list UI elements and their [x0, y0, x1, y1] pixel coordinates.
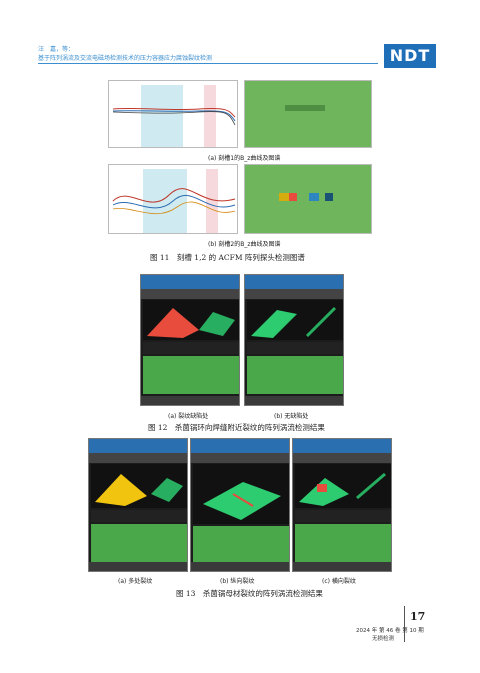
fig11-caption: 图 11 刻槽 1,2 的 ACFM 阵列探头检测图谱 [150, 253, 305, 262]
fig12b-button-bar [245, 396, 343, 405]
fig13b-crack-line [232, 493, 254, 507]
fig13b-3d-plot [193, 464, 289, 524]
fig13c-screen-titlebar [293, 439, 391, 453]
footer-journal: 无损检测 [372, 636, 395, 642]
fig13b-caption: (b) 纵向裂纹 [220, 578, 255, 585]
fig11b-heatmap-svg [245, 165, 371, 233]
fig13b-instrument-screen [190, 438, 290, 572]
fig13c-stats-panel [295, 510, 391, 522]
fig12b-stats-panel [247, 342, 343, 354]
fig12a-3d-plot [143, 300, 239, 340]
fig12b-surface-1 [251, 310, 297, 338]
fig13b-screen-titlebar [191, 439, 289, 453]
fig11a-heatmap-band [285, 105, 325, 111]
fig12a-screen-toolbar [141, 289, 239, 299]
fig13a-screen-toolbar [89, 453, 187, 463]
fig11b-curve-plot [108, 164, 238, 234]
fig11a-caption: (a) 刻槽1的B_z曲线及图谱 [208, 155, 281, 162]
fig11b-curve-svg [112, 169, 236, 233]
fig12b-cscan-strip [247, 356, 343, 394]
fig13c-surface-peak [317, 484, 327, 492]
fig13c-caption: (c) 横向裂纹 [322, 578, 356, 585]
fig11b-curve-2 [112, 194, 236, 209]
fig12b-screen-toolbar [245, 289, 343, 299]
journal-logo: NDT [384, 44, 436, 68]
fig12a-caption: (a) 裂纹缺陷处 [168, 413, 209, 420]
fig12a-cscan-strip [143, 356, 239, 394]
fig11b-curve-1 [112, 188, 236, 203]
fig13c-instrument-screen [292, 438, 392, 572]
fig13c-screen-toolbar [293, 453, 391, 463]
fig12a-surface-1 [147, 308, 199, 338]
fig11b-highlight-zone-2 [206, 169, 218, 233]
fig13c-3d-svg [299, 472, 386, 506]
fig11b-heatmap-spot-1 [279, 193, 289, 201]
fig11a-curve-2 [112, 110, 236, 122]
fig13a-stats-panel [91, 510, 187, 522]
fig12a-screen-titlebar [141, 275, 239, 289]
fig13b-button-bar [191, 562, 289, 571]
fig11a-heatmap [244, 80, 372, 148]
fig13b-screen-toolbar [191, 453, 289, 463]
fig11b-heatmap-bg [245, 165, 371, 233]
fig12b-3d-plot [247, 300, 343, 340]
fig11a-heatmap-svg [245, 81, 371, 147]
footer-issue: 2024 年 第 46 卷 第 10 期 [356, 628, 424, 634]
fig13a-surface-2 [151, 478, 183, 502]
running-header-authors: 汪 嘉，等： [38, 46, 75, 53]
fig13c-cscan-strip [295, 524, 391, 562]
fig11b-heatmap-spot-3 [309, 193, 319, 201]
fig12a-instrument-screen [140, 274, 240, 406]
fig11a-highlight-zone-1 [141, 85, 183, 147]
fig13b-3d-svg [203, 482, 281, 520]
fig12a-button-bar [141, 396, 239, 405]
fig12b-line-plot [305, 306, 337, 338]
fig12a-3d-svg [147, 308, 235, 338]
fig13c-3d-plot [295, 464, 391, 508]
fig13a-screen-titlebar [89, 439, 187, 453]
fig11a-curve-3 [112, 111, 236, 126]
fig12b-caption: (b) 无缺陷处 [274, 413, 309, 420]
running-header-title: 基于阵列涡流及交流电磁场检测技术的压力容器应力腐蚀裂纹检测 [38, 55, 213, 62]
fig11a-curve-plot [108, 80, 238, 148]
fig13a-button-bar [89, 562, 187, 571]
fig11b-heatmap-spot-2 [289, 193, 297, 201]
fig13a-surface-1 [95, 474, 147, 506]
fig12b-instrument-screen [244, 274, 344, 406]
fig11a-curve-1 [112, 107, 236, 118]
fig13a-3d-plot [91, 464, 187, 508]
fig11b-curve-3 [112, 201, 236, 215]
fig13c-button-bar [293, 562, 391, 571]
fig11b-caption: (b) 刻槽2的B_z曲线及图谱 [208, 241, 281, 248]
fig11b-heatmap [244, 164, 372, 234]
fig13-caption: 图 13 杀菌锅母材裂纹的阵列涡流检测结果 [176, 589, 323, 598]
fig13b-surface [203, 482, 281, 520]
fig11a-curve-svg [112, 85, 236, 147]
fig13b-cscan-strip [193, 526, 289, 562]
fig12-caption: 图 12 杀菌锅环向焊缝附近裂纹的阵列涡流检测结果 [148, 423, 325, 432]
fig13a-cscan-strip [91, 524, 187, 562]
fig11a-heatmap-bg [245, 81, 371, 147]
fig13a-3d-svg [95, 474, 183, 506]
fig12a-stats-panel [143, 342, 239, 354]
header-rule [38, 63, 378, 64]
page-number: 17 [410, 610, 426, 623]
footer-rule [404, 606, 405, 642]
fig13a-instrument-screen [88, 438, 188, 572]
fig13a-caption: (a) 多处裂纹 [118, 578, 153, 585]
fig12a-surface-2 [199, 312, 235, 336]
fig11b-heatmap-spot-4 [325, 193, 333, 201]
fig11a-highlight-zone-2 [204, 85, 216, 147]
fig12b-screen-titlebar [245, 275, 343, 289]
fig11b-highlight-zone-1 [143, 169, 187, 233]
fig12b-3d-svg [251, 306, 337, 338]
fig13c-line-plot [356, 472, 386, 500]
